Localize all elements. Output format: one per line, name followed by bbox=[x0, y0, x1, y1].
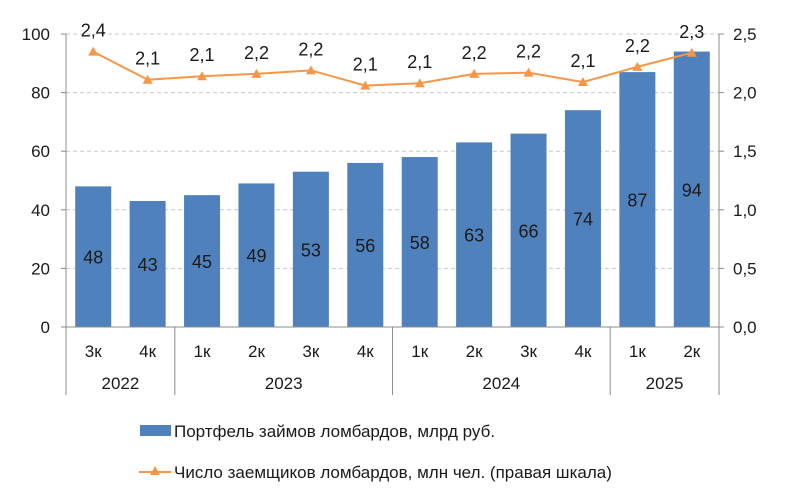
year-label: 2023 bbox=[265, 374, 303, 393]
bar-value-label: 63 bbox=[464, 226, 484, 246]
year-label: 2025 bbox=[646, 374, 684, 393]
category-label: 1к bbox=[411, 342, 428, 361]
bar bbox=[238, 183, 275, 327]
line-marker bbox=[251, 68, 262, 78]
bar-series bbox=[75, 51, 710, 328]
x-axis: 3к 4к 1к 2к 3к 4к 1к 2к 3к 4к 1к 2к 2022 2023 2024 2025 bbox=[65, 327, 720, 395]
y-right-tick-label: 2,0 bbox=[733, 84, 757, 103]
category-label: 4к bbox=[575, 342, 592, 361]
bar bbox=[619, 72, 656, 327]
line-marker bbox=[197, 71, 208, 81]
bar-value-label: 48 bbox=[83, 248, 103, 268]
line-value-label: 2,2 bbox=[244, 43, 269, 63]
bar bbox=[673, 51, 710, 327]
category-label: 2к bbox=[466, 342, 483, 361]
line-marker bbox=[88, 46, 99, 56]
line-marker bbox=[577, 77, 588, 87]
bar bbox=[129, 201, 166, 327]
bar-value-label: 49 bbox=[246, 246, 266, 266]
line-path bbox=[92, 50, 693, 87]
y-right-tick-label: 1,0 bbox=[733, 201, 757, 220]
line-value-label: 2,1 bbox=[407, 52, 432, 72]
year-label: 2022 bbox=[102, 374, 140, 393]
bar bbox=[564, 110, 601, 328]
y-left-tick-label: 40 bbox=[31, 201, 50, 220]
category-label: 3к bbox=[520, 342, 537, 361]
bar bbox=[292, 171, 329, 327]
category-label: 3к bbox=[85, 342, 102, 361]
category-label: 4к bbox=[139, 342, 156, 361]
category-label: 1к bbox=[194, 342, 211, 361]
bar-value-label: 56 bbox=[355, 236, 375, 256]
bar-value-label: 66 bbox=[519, 221, 539, 241]
line-value-label: 2,2 bbox=[462, 43, 487, 63]
gridlines bbox=[66, 33, 719, 269]
y-right-tick-label: 2,5 bbox=[733, 25, 757, 44]
y-left-tick-label: 80 bbox=[31, 84, 50, 103]
line-marker bbox=[360, 80, 371, 90]
legend-bar-swatch bbox=[140, 425, 171, 436]
bar-value-label: 53 bbox=[301, 240, 321, 260]
line-marker bbox=[686, 47, 697, 57]
data-labels: 48 43 45 49 53 56 58 63 66 74 87 94 2,4 2,1 2,1 2,2 2,2 2… bbox=[81, 21, 705, 275]
line-value-label: 2,4 bbox=[81, 21, 106, 41]
bar-value-label: 74 bbox=[573, 210, 593, 230]
legend-line-label: Число заемщиков ломбардов, млн чел. (пра… bbox=[174, 463, 612, 482]
y-right-tick-label: 1,5 bbox=[733, 142, 757, 161]
bar-value-label: 87 bbox=[627, 191, 647, 211]
y-left-tick-label: 0 bbox=[41, 318, 50, 337]
category-label: 1к bbox=[629, 342, 646, 361]
bar bbox=[456, 142, 493, 327]
bar-value-label: 43 bbox=[138, 255, 158, 275]
bar bbox=[401, 157, 438, 327]
legend: Портфель займов ломбардов, млрд руб. Чис… bbox=[139, 422, 612, 482]
line-marker bbox=[469, 68, 480, 78]
y-right-tick-label: 0,0 bbox=[733, 318, 757, 337]
line-value-label: 2,2 bbox=[516, 42, 541, 62]
bar bbox=[510, 133, 547, 327]
line-series bbox=[88, 46, 697, 90]
line-marker bbox=[414, 78, 425, 88]
line-value-label: 2,3 bbox=[679, 22, 704, 42]
bar-value-label: 45 bbox=[192, 252, 212, 272]
line-value-label: 2,1 bbox=[353, 55, 378, 75]
y-left-tick-label: 100 bbox=[22, 25, 50, 44]
legend-line-marker bbox=[150, 466, 160, 475]
line-marker bbox=[142, 74, 153, 84]
line-marker bbox=[523, 67, 534, 77]
line-marker bbox=[632, 61, 643, 71]
line-value-label: 2,1 bbox=[570, 51, 595, 71]
bar-value-label: 58 bbox=[410, 233, 430, 253]
y-left-tick-label: 60 bbox=[31, 142, 50, 161]
bar bbox=[184, 195, 221, 327]
line-marker bbox=[305, 65, 316, 75]
y-right-tick-label: 0,5 bbox=[733, 259, 757, 278]
y-left-tick-label: 20 bbox=[31, 259, 50, 278]
bar-value-label: 94 bbox=[682, 180, 702, 200]
bar bbox=[75, 186, 112, 327]
category-label: 2к bbox=[248, 342, 265, 361]
line-value-label: 2,2 bbox=[298, 39, 323, 59]
category-label: 2к bbox=[683, 342, 700, 361]
line-value-label: 2,2 bbox=[625, 36, 650, 56]
category-label: 4к bbox=[357, 342, 374, 361]
category-label: 3к bbox=[302, 342, 319, 361]
line-value-label: 2,1 bbox=[190, 45, 215, 65]
line-value-label: 2,1 bbox=[135, 49, 160, 69]
legend-bar-label: Портфель займов ломбардов, млрд руб. bbox=[174, 422, 495, 441]
bar bbox=[347, 162, 384, 327]
year-label: 2024 bbox=[482, 374, 520, 393]
